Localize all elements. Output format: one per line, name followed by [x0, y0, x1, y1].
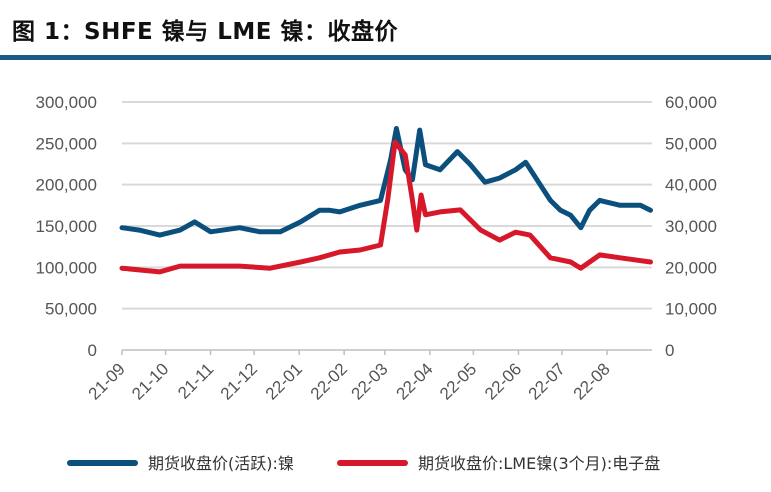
right-axis-tick-label: 20,000	[665, 258, 717, 277]
left-axis-tick-label: 100,000	[36, 258, 97, 277]
left-axis-tick-label: 250,000	[36, 134, 97, 153]
left-axis-tick-label: 0	[88, 341, 97, 360]
series-line-shfe	[119, 126, 653, 238]
x-axis-tick-label: 21-09	[85, 359, 129, 403]
x-axis-tick-label: 22-03	[347, 359, 391, 403]
left-axis-tick-label: 50,000	[45, 300, 97, 319]
x-axis-tick-label: 21-11	[174, 359, 217, 402]
left-axis-tick-label: 300,000	[36, 93, 97, 112]
left-axis-tick-label: 150,000	[36, 217, 97, 236]
title-rule	[0, 55, 771, 60]
x-axis-tick-label: 21-12	[217, 359, 261, 403]
x-axis-tick-label: 22-05	[436, 359, 480, 403]
x-axis-tick-label: 22-07	[525, 359, 569, 403]
legend-label: 期货收盘价:LME镍(3个月):电子盘	[418, 454, 660, 473]
series-line-lme	[119, 139, 653, 275]
right-axis-tick-label: 60,000	[665, 93, 717, 112]
x-axis-tick-label: 22-06	[481, 359, 525, 403]
right-axis-tick-label: 40,000	[665, 176, 717, 195]
left-axis-tick-label: 200,000	[36, 176, 97, 195]
x-axis-tick-label: 22-08	[570, 359, 614, 403]
x-axis-tick-label: 22-01	[262, 359, 306, 403]
legend-label: 期货收盘价(活跃):镍	[148, 454, 294, 473]
x-axis-tick-label: 22-02	[307, 359, 351, 403]
x-axis-tick-label: 21-10	[128, 359, 172, 403]
right-axis-tick-label: 10,000	[665, 300, 717, 319]
right-axis-tick-label: 30,000	[665, 217, 717, 236]
right-axis-tick-label: 50,000	[665, 134, 717, 153]
right-axis-tick-label: 0	[665, 341, 674, 360]
x-axis-tick-label: 22-04	[392, 359, 436, 403]
figure-title: 图 1：SHFE 镍与 LME 镍：收盘价	[12, 19, 399, 45]
